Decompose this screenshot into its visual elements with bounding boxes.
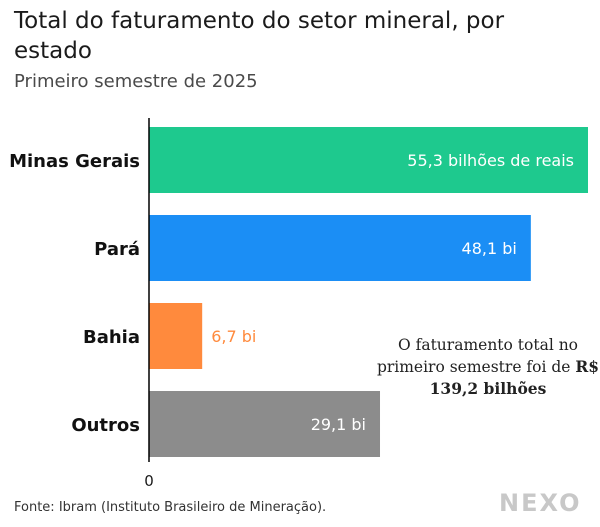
value-label-minas-gerais: 55,3 bilhões de reais [407, 151, 574, 170]
category-label-minas-gerais: Minas Gerais [9, 151, 140, 172]
value-label-para: 48,1 bi [462, 239, 517, 258]
category-label-bahia: Bahia [83, 327, 140, 348]
source-note: Fonte: Ibram (Instituto Brasileiro de Mi… [14, 500, 327, 515]
category-label-para: Pará [94, 239, 140, 260]
total-note-text: O faturamento total no primeiro semestre… [376, 336, 579, 376]
x-tick-label-0: 0 [144, 472, 154, 490]
chart-title: Total do faturamento do setor mineral, p… [14, 8, 505, 64]
value-label-bahia: 6,7 bi [211, 327, 256, 346]
bar-para [149, 215, 531, 281]
chart-subtitle: Primeiro semestre de 2025 [14, 71, 258, 92]
bar-bahia [149, 303, 203, 369]
total-note-highlight: R$ 139,2 bilhões [429, 357, 600, 398]
category-label-outros: Outros [71, 415, 140, 436]
value-label-outros: 29,1 bi [311, 415, 366, 434]
bar-minas-gerais [149, 127, 588, 193]
nexo-logo: NEXO [499, 489, 582, 517]
total-note: O faturamento total no primeiro semestre… [372, 335, 600, 400]
bar-outros [149, 391, 381, 457]
